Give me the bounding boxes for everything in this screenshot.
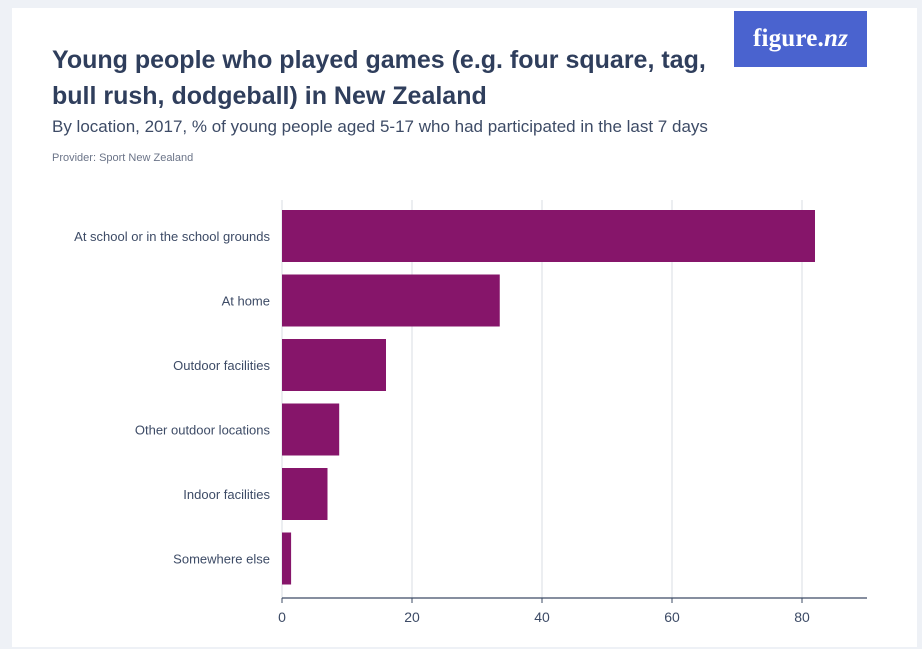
bar-3[interactable] bbox=[282, 339, 386, 391]
category-label-1: At school or in the school grounds bbox=[74, 229, 270, 244]
bar-chart: 0 20 40 60 80 At school or in the school grou… bbox=[74, 200, 867, 625]
bar-1[interactable] bbox=[282, 210, 815, 262]
logo-text: figure. bbox=[752, 25, 825, 52]
category-label-6: Somewhere else bbox=[173, 552, 270, 567]
chart-card: Young people who played games (e.g. four… bbox=[12, 8, 917, 647]
bar-5[interactable] bbox=[282, 468, 328, 520]
x-tick-label-60: 60 bbox=[664, 609, 680, 625]
bar-6[interactable] bbox=[282, 532, 292, 585]
x-tick-label-0: 0 bbox=[278, 609, 286, 625]
figure-nz-logo[interactable]: figure. nz bbox=[734, 11, 867, 67]
bar-4[interactable] bbox=[282, 403, 340, 456]
category-label-5: Indoor facilities bbox=[183, 487, 270, 502]
category-label-3: Outdoor facilities bbox=[173, 358, 270, 373]
chart-subtitle: By location, 2017, % of young people age… bbox=[52, 117, 708, 136]
data-provider: Provider: Sport New Zealand bbox=[52, 152, 194, 164]
bar-2[interactable] bbox=[282, 274, 500, 327]
category-label-2: At home bbox=[222, 294, 270, 309]
logo-text-italic: nz bbox=[824, 25, 849, 52]
x-tick-label-20: 20 bbox=[404, 609, 420, 625]
category-label-4: Other outdoor locations bbox=[135, 423, 271, 438]
x-tick-label-40: 40 bbox=[534, 609, 550, 625]
x-tick-label-80: 80 bbox=[794, 609, 810, 625]
chart-title: Young people who played games (e.g. four… bbox=[52, 46, 706, 110]
